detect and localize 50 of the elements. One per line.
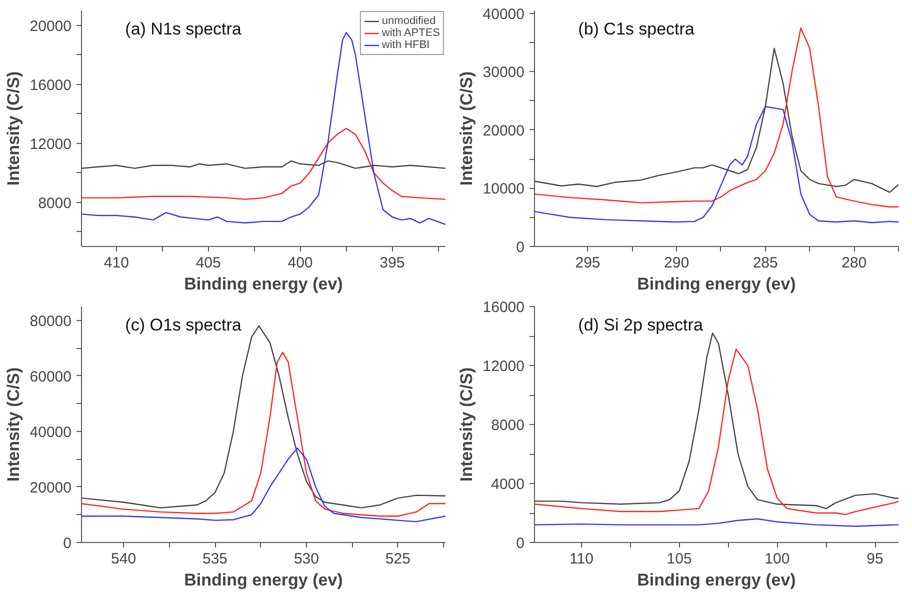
y-tick-label: 30000 — [482, 64, 525, 82]
x-axis-title: Binding energy (ev) — [637, 274, 796, 294]
y-tick-label: 16000 — [482, 299, 525, 316]
text: (c) O1s spectra — [125, 316, 242, 334]
x-tick-label: 535 — [202, 550, 228, 568]
x-tick-label: 290 — [664, 254, 690, 272]
x-tick-label: 395 — [380, 254, 405, 272]
x-tick-label: 95 — [866, 550, 884, 568]
y-tick-label: 40000 — [482, 6, 525, 23]
y-axis-title: Intensity (C/S) — [456, 71, 476, 186]
y-tick-label: 8000 — [38, 194, 72, 212]
y-tick-label: 12000 — [30, 136, 72, 153]
y-tick-label: 60000 — [30, 368, 72, 386]
y-axis-title: Intensity (C/S) — [4, 367, 23, 482]
x-axis-title: Binding energy (ev) — [637, 570, 796, 590]
y-tick-label: 80000 — [30, 312, 72, 330]
x-tick-label: 285 — [752, 254, 778, 272]
y-tick-label: 0 — [516, 239, 524, 256]
x-tick-label: 525 — [385, 550, 410, 568]
x-tick-label: 540 — [111, 550, 136, 568]
y-tick-label: 0 — [516, 535, 524, 552]
y-tick-label: 40000 — [30, 424, 72, 441]
x-tick-label: 410 — [104, 254, 129, 272]
x-tick-label: 100 — [764, 550, 790, 568]
y-axis-title: Intensity (C/S) — [456, 367, 476, 482]
text: (d) Si 2p spectra — [578, 316, 704, 334]
y-tick-label: 10000 — [482, 180, 525, 198]
y-tick-label: 20000 — [482, 122, 525, 140]
y-tick-label: 0 — [63, 535, 72, 552]
y-axis-title: Intensity (C/S) — [4, 71, 23, 186]
y-tick-label: 8000 — [491, 417, 525, 434]
y-tick-label: 4000 — [491, 476, 525, 493]
y-tick-label: 20000 — [30, 18, 72, 35]
y-tick-label: 16000 — [30, 76, 72, 94]
x-axis-title: Binding energy (ev) — [184, 570, 343, 590]
x-tick-label: 405 — [196, 254, 221, 272]
legend-label: unmodified — [382, 15, 436, 27]
y-tick-label: 12000 — [482, 358, 525, 375]
legend-label: with APTES — [382, 27, 440, 39]
x-axis-title: Binding energy (ev) — [184, 274, 343, 294]
x-tick-label: 530 — [294, 550, 320, 568]
x-tick-label: 280 — [842, 254, 867, 272]
text: (b) C1s spectra — [578, 20, 695, 38]
x-tick-label: 295 — [575, 254, 600, 272]
x-tick-label: 400 — [288, 254, 313, 272]
legend-label: with HFBI — [382, 39, 430, 51]
x-tick-label: 105 — [666, 550, 692, 568]
text: (a) N1s spectra — [125, 20, 242, 38]
y-tick-label: 20000 — [30, 479, 72, 496]
x-tick-label: 110 — [570, 550, 594, 568]
